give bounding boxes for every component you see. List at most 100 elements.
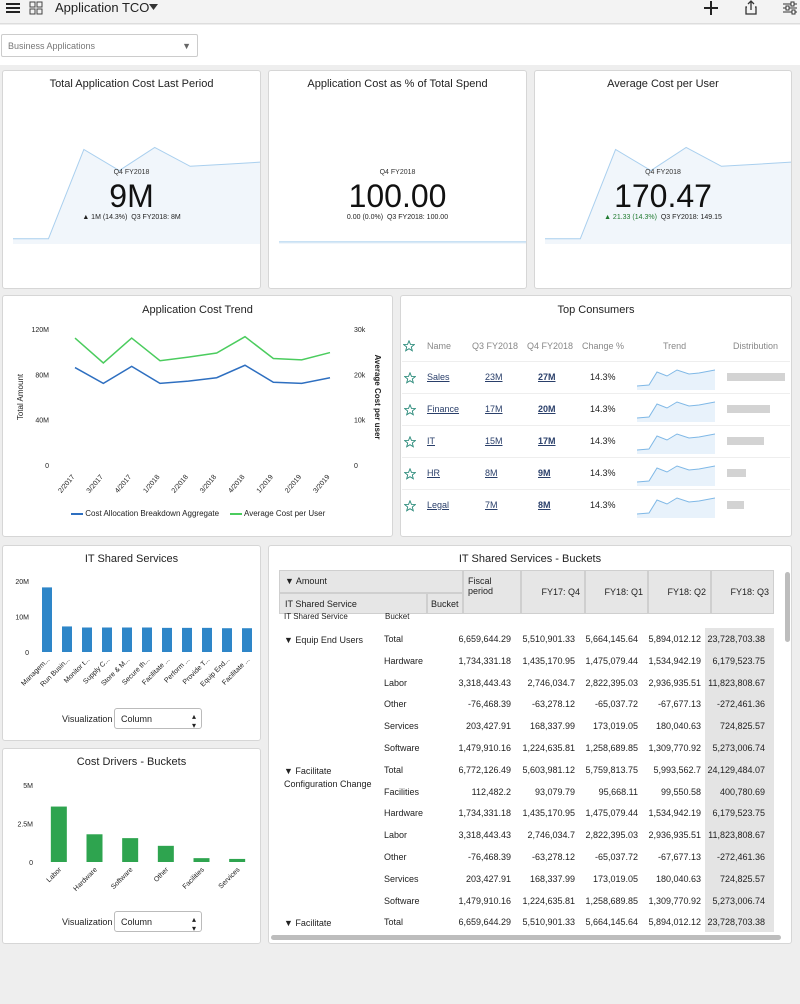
pivot-cell: 5,510,901.33: [522, 634, 575, 644]
star-icon[interactable]: [403, 340, 415, 352]
consumer-name-link[interactable]: Finance: [427, 404, 460, 414]
pivot-cell: 2,822,395.03: [585, 830, 638, 841]
q4-value-link[interactable]: 8M: [538, 500, 551, 510]
table-row[interactable]: Finance 17M 20M 14.3%: [402, 393, 790, 424]
kpi-card-cost-pct[interactable]: Application Cost as % of Total Spend Q4 …: [268, 70, 527, 289]
period-col-header[interactable]: FY18: Q2: [648, 570, 711, 614]
bar: [122, 627, 132, 652]
change-pct: 14.3%: [590, 436, 616, 446]
column-header-change[interactable]: Change %: [582, 341, 625, 351]
q3-value-link[interactable]: 15M: [485, 436, 503, 446]
hamburger-menu-icon[interactable]: [6, 2, 20, 14]
share-icon[interactable]: [745, 0, 757, 15]
pivot-measure-header[interactable]: ▼ Amount: [279, 570, 463, 593]
x-tick-label: 1/2018: [142, 474, 161, 495]
x-tick-label: 2/2018: [171, 474, 190, 495]
star-icon[interactable]: [404, 404, 416, 416]
pivot-vertical-scrollbar[interactable]: [785, 572, 790, 642]
consumer-name-link[interactable]: Sales: [427, 372, 450, 382]
column-header-name[interactable]: Name: [427, 341, 452, 351]
dashboard-title[interactable]: Application TCO: [55, 0, 150, 15]
bucket-label: Other: [384, 852, 407, 862]
column-header-q4[interactable]: Q4 FY2018: [527, 341, 574, 351]
y-tick-label: 10M: [15, 615, 29, 622]
star-icon[interactable]: [404, 468, 416, 480]
kpi-title: Total Application Cost Last Period: [49, 78, 214, 90]
sparkline-area: [637, 498, 715, 518]
chevron-down-icon: ▼: [182, 41, 191, 51]
bucket-label: Software: [384, 895, 420, 906]
top-consumers-card: Top Consumers: [400, 295, 792, 537]
period-col-header[interactable]: FY17: Q4: [521, 570, 585, 614]
kpi-prev: Q3 FY2018: 8M: [131, 214, 181, 221]
column-header-distribution[interactable]: Distribution: [733, 341, 779, 351]
pivot-cell: 5,273,006.74: [712, 895, 765, 906]
q3-value-link[interactable]: 23M: [485, 372, 503, 382]
y-tick-label: 80M: [35, 372, 49, 379]
cost-trend-chart: 120M 30k 80M 20k 40M 10k 0 0 Total Amount Average…: [16, 327, 382, 495]
pivot-cell: 3,318,443.43: [458, 677, 511, 688]
pivot-cell: 1,479,910.16: [458, 895, 511, 906]
distribution-bar: [727, 373, 785, 381]
service-group-label[interactable]: ▼ Equip End Users: [284, 635, 363, 645]
change-pct: 14.3%: [590, 468, 616, 478]
star-icon[interactable]: [404, 372, 416, 384]
y2-axis-title: Average Cost per user: [373, 354, 382, 439]
kpi-card-avg-cost-user[interactable]: Average Cost per User Q4 FY2018 170.47 ▲…: [534, 70, 792, 289]
q3-value-link[interactable]: 17M: [485, 404, 503, 414]
service-group-label[interactable]: ▼ Facilitate Configuration Change: [284, 765, 372, 789]
pivot-service-header[interactable]: IT Shared Service: [279, 593, 427, 614]
y-tick-label: 5M: [23, 783, 33, 790]
column-header-trend[interactable]: Trend: [663, 341, 687, 351]
change-pct: 14.3%: [590, 404, 616, 414]
period-col-header[interactable]: FY18: Q3: [711, 570, 774, 614]
dashboard-grid-icon[interactable]: [29, 1, 43, 15]
q3-value-link[interactable]: 8M: [485, 468, 498, 478]
y2-tick-label: 20k: [354, 372, 366, 379]
pivot-cell: 5,894,012.12: [648, 634, 701, 644]
pivot-cell: 5,273,006.74: [712, 743, 765, 753]
table-row[interactable]: IT 15M 17M 14.3%: [402, 425, 790, 456]
sparkline-area: [279, 241, 526, 244]
service-group-label[interactable]: ▼ Facilitate: [284, 918, 332, 929]
kpi-delta: ▲ 21.33 (14.3%): [604, 214, 657, 221]
q4-value-link[interactable]: 20M: [538, 404, 556, 414]
x-tick-label: 3/2018: [199, 474, 218, 495]
filter-settings-icon[interactable]: [782, 1, 798, 15]
pivot-cell: 112,482.2: [471, 786, 511, 797]
pivot-cell: 1,435,170.95: [522, 808, 575, 819]
visualization-select[interactable]: Column ▴ ▾: [114, 708, 202, 730]
pivot-bucket-header[interactable]: Bucket: [427, 593, 463, 614]
table-row[interactable]: Sales 23M 27M 14.3%: [402, 361, 790, 392]
q4-value-link[interactable]: 9M: [538, 468, 551, 478]
bucket-label: Total: [384, 634, 404, 644]
chevron-down-icon[interactable]: [149, 3, 158, 11]
q4-value-link[interactable]: 17M: [538, 436, 556, 446]
business-app-filter[interactable]: Business Applications ▼: [1, 34, 198, 57]
q4-value-link[interactable]: 27M: [538, 372, 556, 382]
x-tick-label: 4/2017: [114, 474, 133, 495]
add-icon[interactable]: [704, 1, 718, 15]
pivot-cell: 1,475,079.44: [585, 655, 638, 666]
star-icon[interactable]: [404, 436, 416, 448]
visualization-select[interactable]: Column ▴ ▾: [114, 911, 202, 933]
series-line: [74, 364, 331, 385]
pivot-cell: -65,037.72: [594, 852, 638, 862]
consumer-name-link[interactable]: HR: [427, 468, 440, 478]
table-row[interactable]: Legal 7M 8M 14.3%: [402, 489, 790, 520]
kpi-card-total-cost[interactable]: Total Application Cost Last Period Q4 FY…: [2, 70, 261, 289]
pivot-cell: 2,746,034.7: [527, 830, 575, 841]
pivot-horizontal-scrollbar[interactable]: [271, 935, 781, 940]
pivot-cell: 1,258,689.85: [585, 895, 638, 906]
trend-sparkline: [637, 433, 715, 454]
series-line: [74, 335, 331, 364]
q3-value-link[interactable]: 7M: [485, 500, 498, 510]
consumer-name-link[interactable]: Legal: [427, 500, 450, 510]
column-header-q3[interactable]: Q3 FY2018: [472, 341, 519, 351]
period-col-header[interactable]: FY18: Q1: [585, 570, 648, 614]
bar: [157, 845, 174, 862]
kpi-prev: Q3 FY2018: 100.00: [386, 214, 449, 221]
table-row[interactable]: HR 8M 9M 14.3%: [402, 457, 790, 488]
star-icon[interactable]: [404, 500, 416, 512]
consumer-name-link[interactable]: IT: [427, 436, 435, 446]
